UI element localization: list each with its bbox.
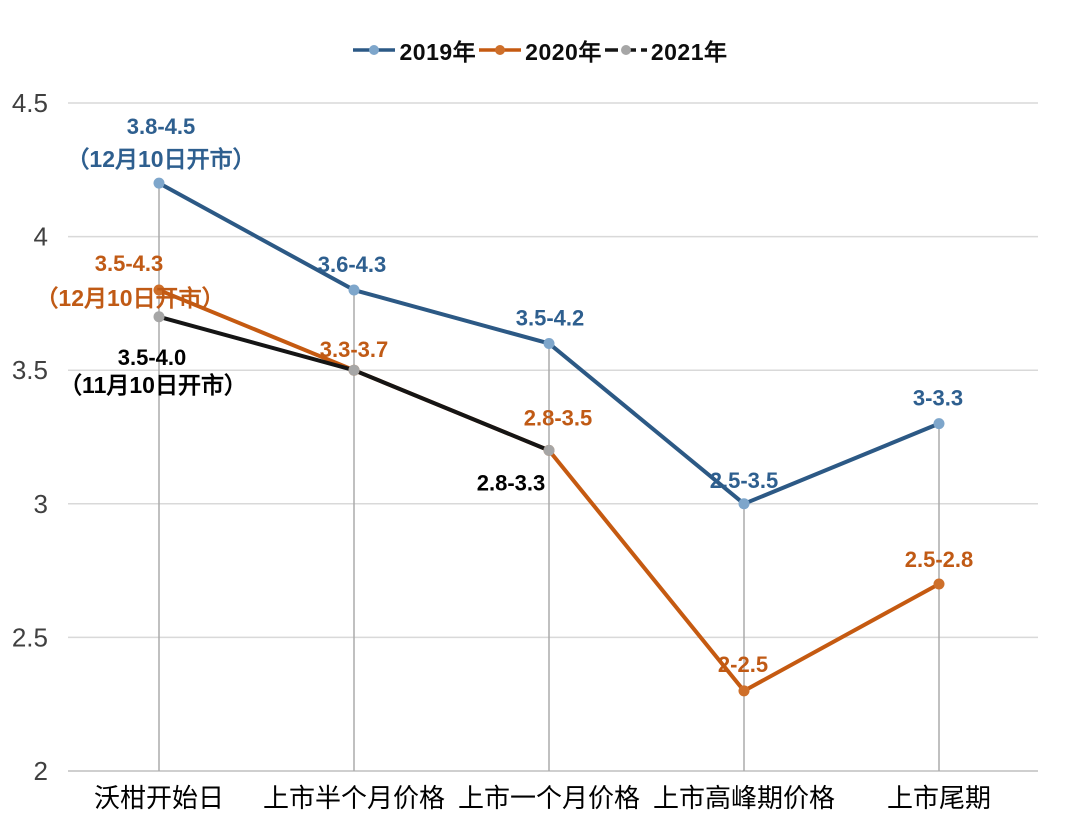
y-tick-label: 4.5 [12, 88, 48, 118]
legend-item-2020: 2020年 [478, 33, 602, 67]
series-marker-2020 [738, 685, 750, 697]
annotation-2019: （12月10日开市） [66, 146, 255, 172]
legend-label-2020: 2020年 [525, 39, 602, 65]
data-label-2020: 2.5-2.8 [905, 547, 974, 572]
series-marker-2019 [738, 498, 750, 510]
legend-label-2021: 2021年 [650, 39, 728, 65]
series-marker-2020 [153, 284, 165, 296]
x-category-label: 上市尾期 [887, 784, 991, 813]
series-marker-2021 [348, 364, 360, 376]
data-label-2020: 3.3-3.7 [320, 337, 389, 362]
legend-label-2019: 2019年 [399, 39, 477, 65]
legend-item-2019: 2019年 [352, 33, 476, 67]
data-label-2019: 2.5-3.5 [710, 468, 779, 493]
annotation-2020: （12月10日开市） [35, 285, 224, 311]
series-marker-2019 [153, 177, 165, 189]
data-label-2021: 3.5-4.0 [118, 345, 187, 370]
legend-item-2021: 2021年 [604, 33, 728, 67]
legend-line-marker-icon [604, 45, 647, 55]
data-label-2020: 2-2.5 [718, 652, 768, 677]
legend-line-marker-icon [353, 45, 396, 55]
series-marker-2021 [543, 444, 555, 456]
data-label-2020: 2.8-3.5 [524, 405, 593, 430]
x-category-label: 上市半个月价格 [263, 784, 445, 813]
x-category-label: 上市高峰期价格 [653, 784, 835, 813]
series-marker-2020 [933, 578, 945, 590]
data-label-2019: 3.8-4.5 [127, 114, 196, 139]
data-label-2020: 3.5-4.3 [95, 251, 164, 276]
y-tick-label: 2 [34, 756, 48, 786]
legend-line-marker-icon [479, 45, 522, 55]
x-category-label: 沃柑开始日 [94, 784, 224, 813]
series-marker-2019 [348, 284, 360, 296]
series-marker-2021 [153, 311, 165, 323]
data-label-2019: 3.5-4.2 [516, 305, 585, 330]
y-tick-label: 3.5 [12, 355, 48, 385]
data-label-2021: 2.8-3.3 [477, 470, 546, 495]
y-tick-label: 4 [34, 222, 48, 252]
series-marker-2019 [543, 337, 555, 349]
chart-legend: 2019年 2020年 2021年 [0, 33, 1080, 67]
y-tick-label: 2.5 [12, 622, 48, 652]
x-category-label: 上市一个月价格 [458, 784, 640, 813]
y-tick-label: 3 [34, 489, 48, 519]
series-marker-2019 [933, 418, 945, 430]
data-label-2019: 3-3.3 [913, 386, 963, 411]
annotation-2021: （11月10日开市） [59, 372, 247, 398]
data-label-2019: 3.6-4.3 [318, 252, 387, 277]
